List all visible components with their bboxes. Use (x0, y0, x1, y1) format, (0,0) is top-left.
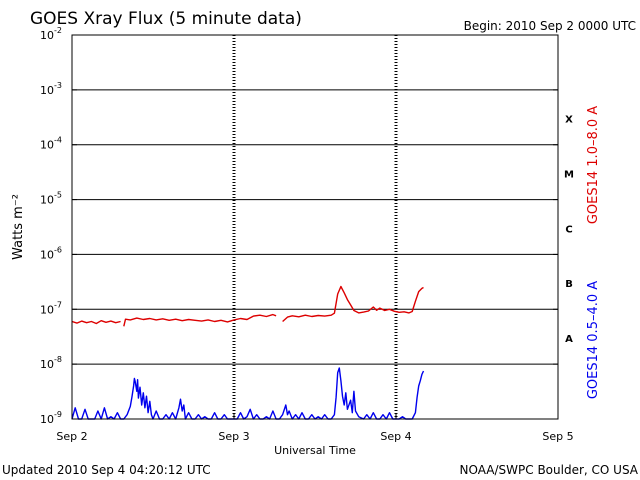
plot-frame (71, 34, 559, 420)
y-tick-label: 10-7 (40, 300, 62, 316)
begin-time-label: Begin: 2010 Sep 2 0000 UTC (464, 19, 636, 33)
data-source-label: NOAA/SWPC Boulder, CO USA (460, 463, 639, 477)
x-tick-label: Sep 4 (380, 430, 411, 443)
updated-timestamp: Updated 2010 Sep 4 04:20:12 UTC (2, 463, 211, 477)
flare-class-b: B (565, 279, 573, 290)
flare-class-m: M (564, 169, 574, 180)
flare-class-x: X (565, 115, 573, 126)
legend-label-short-wavelength: GOES14 0.5–4.0 A (586, 281, 601, 399)
series-line-short-wavelength (71, 367, 425, 420)
y-tick-label: 10-6 (40, 245, 62, 261)
y-tick-label: 10-2 (40, 26, 62, 42)
series-lines (71, 285, 425, 420)
flare-class-c: C (565, 224, 572, 235)
y-axis-ticks: 10-2 10-3 10-4 10-5 10-6 10-7 10-8 10-9 (40, 26, 558, 426)
x-tick-label: Sep 5 (542, 430, 573, 443)
y-axis-label: Watts m⁻² (11, 194, 26, 260)
series-line-long-wavelength (71, 285, 424, 327)
y-tick-label: 10-4 (40, 136, 62, 152)
grid-lines (72, 35, 558, 419)
x-tick-label: Sep 2 (56, 430, 87, 443)
x-axis-label: Universal Time (274, 444, 356, 457)
chart-title: GOES Xray Flux (5 minute data) (30, 9, 302, 29)
flare-class-labels: X M C B A (564, 115, 574, 345)
y-tick-label: 10-3 (40, 81, 62, 97)
legend-label-long-wavelength: GOES14 1.0–8.0 A (586, 106, 601, 224)
y-tick-label: 10-5 (40, 191, 62, 207)
y-tick-label: 10-9 (40, 410, 62, 426)
y-tick-label: 10-8 (40, 355, 62, 371)
x-axis-ticks: Sep 2 Sep 3 Sep 4 Sep 5 (56, 413, 574, 443)
series-legend: GOES14 1.0–8.0 A GOES14 0.5–4.0 A (586, 106, 601, 399)
x-tick-label: Sep 3 (218, 430, 249, 443)
flare-class-a: A (565, 334, 573, 345)
